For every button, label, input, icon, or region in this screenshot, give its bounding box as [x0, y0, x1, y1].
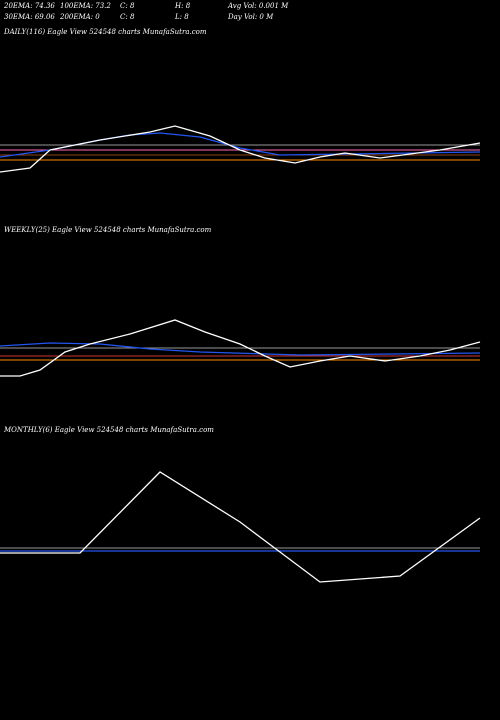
price-line [0, 319, 481, 377]
panel-title: WEEKLY(25) Eagle View 524548 charts Muna… [4, 226, 212, 234]
header-item: 30EMA: 69.06 [4, 13, 55, 21]
header-item: 20EMA: 74.36 [3, 2, 55, 10]
price-line [0, 342, 481, 356]
header-item: C: 8 [120, 2, 135, 10]
panel-title: MONTHLY(6) Eagle View 524548 charts Muna… [3, 426, 214, 434]
header-item: Day Vol: 0 M [227, 13, 274, 21]
panel-title: DAILY(116) Eagle View 524548 charts Muna… [3, 28, 207, 36]
header-item: H: 8 [174, 2, 191, 10]
price-line [0, 125, 481, 173]
price-line [0, 471, 481, 583]
header-item: C: 8 [120, 13, 135, 21]
header-item: Avg Vol: 0.001 M [227, 2, 289, 10]
header-item: 100EMA: 73.2 [60, 2, 111, 10]
header-item: L: 8 [174, 13, 189, 21]
header-item: 200EMA: 0 [59, 13, 100, 21]
